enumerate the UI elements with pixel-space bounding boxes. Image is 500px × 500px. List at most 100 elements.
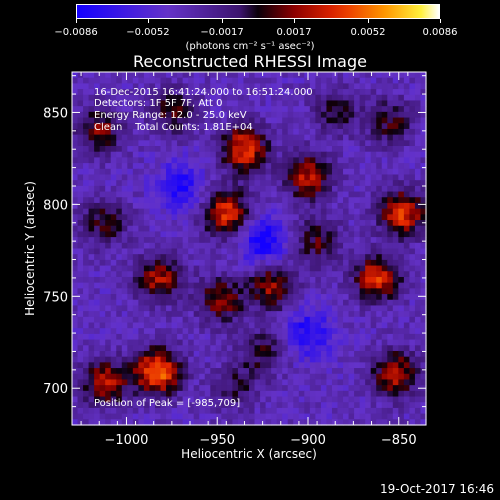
heatmap-cell (160, 350, 167, 358)
heatmap-cell (298, 402, 305, 409)
heatmap-cell (343, 117, 350, 124)
heatmap-cell (331, 202, 339, 210)
heatmap-cell (265, 276, 272, 284)
heatmap-cell (387, 311, 394, 318)
heatmap-cell (376, 385, 383, 392)
heatmap-cell (154, 168, 162, 176)
heatmap-cell (403, 134, 411, 141)
heatmap-cell (359, 402, 366, 409)
heatmap-cell (331, 413, 339, 420)
heatmap-cell (260, 242, 267, 250)
heatmap-cell (204, 128, 211, 136)
y-tick-label: 850 (43, 106, 68, 121)
heatmap-cell (287, 157, 294, 164)
heatmap-cell (387, 134, 394, 141)
heatmap-cell (304, 185, 311, 193)
heatmap-cell (166, 111, 173, 119)
heatmap-cell (420, 276, 427, 284)
heatmap-cell (370, 294, 377, 301)
heatmap-cell (243, 180, 250, 187)
heatmap-cell (298, 265, 305, 272)
heatmap-cell (132, 271, 139, 278)
heatmap-cell (160, 197, 167, 204)
heatmap-cell (320, 134, 328, 141)
heatmap-cell (287, 316, 294, 324)
heatmap-cell (315, 265, 322, 272)
heatmap-cell (293, 271, 300, 278)
heatmap-cell (265, 368, 272, 375)
heatmap-cell (326, 123, 333, 130)
heatmap-cell (387, 168, 394, 176)
heatmap-cell (298, 316, 305, 324)
heatmap-cell (143, 134, 151, 141)
heatmap-cell (154, 214, 162, 221)
heatmap-cell (337, 316, 344, 324)
heatmap-cell (143, 202, 151, 210)
heatmap-cell (365, 385, 372, 392)
heatmap-cell (271, 134, 278, 141)
heatmap-cell (354, 83, 361, 90)
heatmap-cell (215, 345, 222, 352)
heatmap-cell (182, 299, 189, 307)
heatmap-cell (282, 379, 289, 386)
heatmap-cell (309, 350, 316, 358)
heatmap-cell (409, 202, 416, 210)
heatmap-cell (343, 316, 350, 324)
heatmap-cell (94, 242, 101, 250)
heatmap-cell (166, 146, 173, 153)
heatmap-cell (88, 151, 95, 158)
heatmap-cell (359, 379, 366, 386)
heatmap-cell (94, 368, 101, 375)
heatmap-cell (392, 231, 399, 238)
heatmap-cell (154, 288, 162, 295)
heatmap-cell (287, 356, 294, 363)
heatmap-cell (293, 106, 300, 113)
heatmap-cell (304, 225, 311, 233)
colorbar-tick-label: 0.0017 (276, 27, 312, 38)
heatmap-cell (304, 271, 311, 278)
heatmap-cell (254, 89, 261, 96)
heatmap-cell (392, 208, 399, 215)
heatmap-cell (370, 311, 377, 318)
heatmap-cell (237, 385, 245, 392)
heatmap-cell (381, 72, 388, 79)
heatmap-cell (204, 237, 211, 244)
heatmap-cell (315, 225, 322, 233)
heatmap-cell (343, 185, 350, 193)
heatmap-cell (138, 77, 145, 84)
heatmap-cell (309, 254, 316, 261)
heatmap-cell (403, 362, 411, 369)
heatmap-cell (331, 117, 339, 124)
heatmap-cell (282, 77, 289, 84)
heatmap-cell (243, 225, 250, 233)
heatmap-cell (243, 134, 250, 141)
heatmap-cell (287, 242, 294, 250)
heatmap-cell (304, 350, 311, 358)
heatmap-cell (182, 191, 189, 198)
heatmap-cell (199, 385, 206, 392)
heatmap-cell (77, 157, 84, 164)
heatmap-cell (337, 413, 344, 420)
heatmap-cell (315, 242, 322, 250)
heatmap-cell (210, 311, 217, 318)
heatmap-cell (132, 413, 139, 420)
heatmap-cell (204, 282, 211, 289)
heatmap-cell (83, 350, 90, 358)
heatmap-cell (381, 146, 388, 153)
heatmap-cell (215, 248, 222, 255)
heatmap-cell (315, 123, 322, 130)
heatmap-cell (99, 288, 106, 295)
heatmap-cell (348, 390, 355, 398)
heatmap-cell (315, 128, 322, 136)
heatmap-cell (370, 390, 377, 398)
heatmap-cell (77, 225, 84, 233)
heatmap-cell (409, 305, 416, 312)
heatmap-cell (193, 316, 200, 324)
heatmap-cell (177, 225, 184, 233)
heatmap-cell (320, 254, 328, 261)
x-tick-label: −950 (199, 433, 235, 448)
heatmap-cell (132, 242, 139, 250)
heatmap-cell (154, 373, 162, 381)
heatmap-cell (287, 106, 294, 113)
heatmap-cell (105, 208, 112, 215)
